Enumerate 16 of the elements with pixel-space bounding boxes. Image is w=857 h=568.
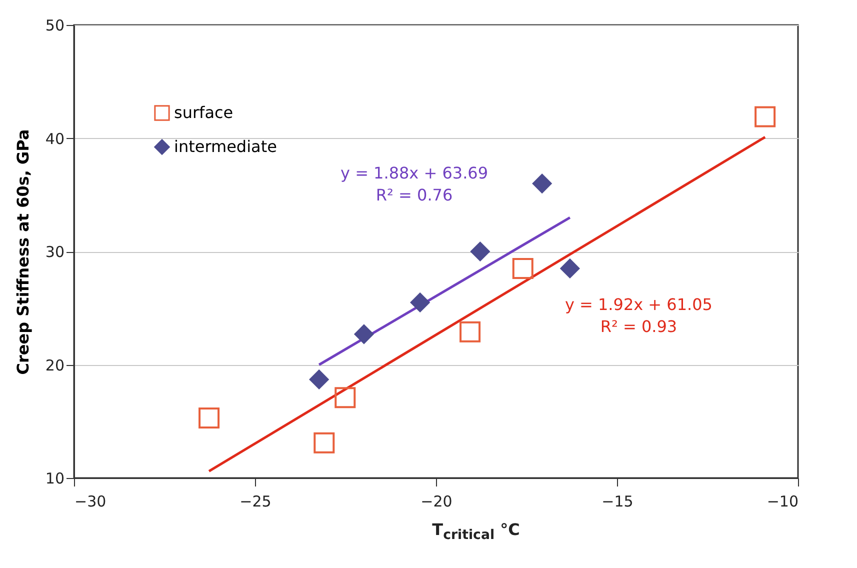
y-tick-label: 10 — [45, 470, 64, 488]
annotation: y = 1.88x + 63.69 R² = 0.76 — [340, 163, 488, 204]
x-tick-label: −20 — [420, 492, 452, 510]
x-tick-label: −30 — [74, 492, 106, 510]
x-tick-label: −25 — [240, 492, 272, 510]
x-tick-label: −15 — [602, 492, 634, 510]
y-tick-label: 40 — [45, 130, 64, 148]
x-tick-label: −10 — [766, 492, 798, 510]
y-tick-label: 20 — [45, 356, 64, 374]
legend-label: intermediate — [174, 137, 277, 156]
annotation: y = 1.92x + 61.05 R² = 0.93 — [564, 294, 712, 336]
y-tick-label: 50 — [45, 16, 64, 34]
y-tick-label: 30 — [45, 243, 64, 261]
x-axis-title: T$_{critical}$ °C — [431, 520, 521, 544]
y-axis-title: Creep Stiffness at 60s, GPa — [13, 129, 32, 375]
legend-label: surface — [174, 103, 234, 122]
